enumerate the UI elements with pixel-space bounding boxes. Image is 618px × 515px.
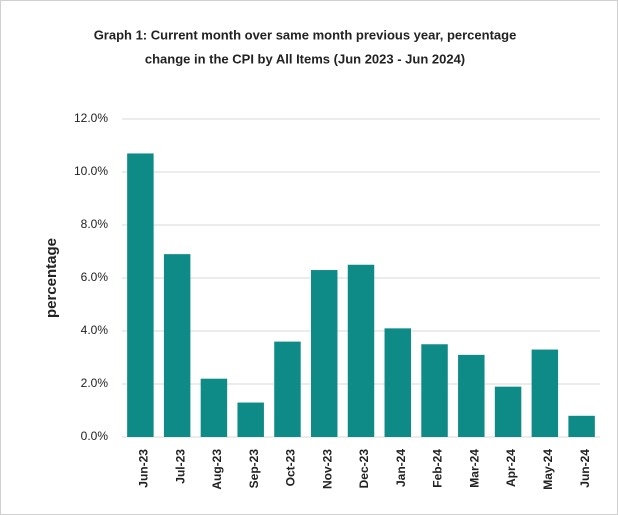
bar bbox=[568, 415, 595, 437]
bar bbox=[458, 354, 485, 437]
bar bbox=[127, 153, 154, 437]
bar bbox=[421, 344, 448, 437]
y-tick-label: 12.0% bbox=[74, 111, 108, 125]
bar bbox=[237, 402, 264, 437]
x-tick-label: Jun-24 bbox=[578, 449, 592, 488]
y-tick-label: 10.0% bbox=[74, 164, 108, 178]
y-axis-label: percentage bbox=[43, 238, 60, 318]
bar bbox=[494, 386, 522, 437]
x-tick-label: Feb-24 bbox=[431, 449, 445, 488]
bar bbox=[531, 349, 559, 437]
y-tick-label: 4.0% bbox=[81, 323, 109, 337]
x-tick-label: Oct-23 bbox=[284, 449, 298, 487]
y-tick-label: 0.0% bbox=[81, 429, 109, 443]
x-tick-label: Nov-23 bbox=[320, 449, 334, 489]
x-tick-label: Jul-23 bbox=[173, 449, 187, 484]
chart-title: Graph 1: Current month over same month p… bbox=[94, 27, 517, 42]
bar bbox=[274, 341, 301, 437]
x-tick-label: Apr-24 bbox=[504, 449, 518, 487]
y-tick-label: 6.0% bbox=[81, 270, 109, 284]
x-tick-label: May-24 bbox=[541, 449, 555, 490]
chart-title: change in the CPI by All Items (Jun 2023… bbox=[145, 51, 465, 66]
bar bbox=[200, 378, 228, 437]
y-tick-label: 8.0% bbox=[81, 217, 109, 231]
y-tick-label: 2.0% bbox=[81, 376, 109, 390]
x-tick-label: Dec-23 bbox=[357, 449, 371, 489]
x-tick-label: Mar-24 bbox=[467, 449, 481, 488]
bar bbox=[384, 328, 412, 437]
bar bbox=[163, 254, 191, 437]
x-tick-label: Sep-23 bbox=[247, 449, 261, 489]
x-tick-label: Jun-23 bbox=[137, 449, 151, 488]
x-tick-label: Aug-23 bbox=[210, 449, 224, 490]
bar bbox=[347, 264, 375, 437]
bar bbox=[310, 270, 338, 437]
x-tick-label: Jan-24 bbox=[394, 449, 408, 487]
